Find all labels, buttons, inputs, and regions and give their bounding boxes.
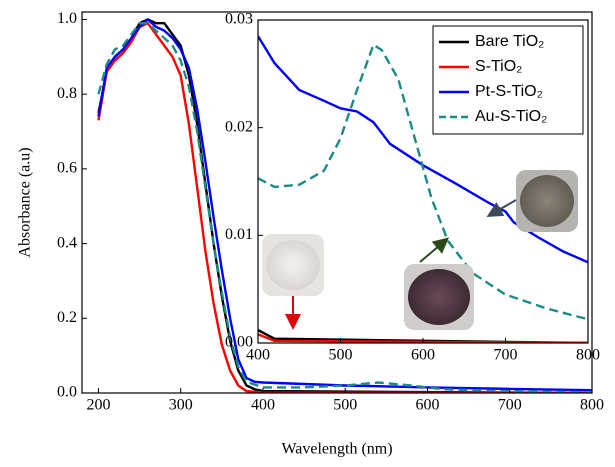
photo: [266, 240, 320, 290]
x-tick-label: 500: [333, 397, 357, 414]
arrow: [419, 237, 450, 263]
series-line: [258, 42, 588, 321]
photo: [520, 175, 574, 227]
y-tick-label: 0.4: [57, 234, 77, 251]
legend-box: [432, 25, 584, 135]
series-line: [97, 17, 592, 392]
legend-label: Au-S-TiO₂: [475, 108, 547, 125]
series-line: [97, 22, 592, 393]
y-tick-label: 0.02: [225, 118, 253, 135]
x-axis-label: Wavelength (nm): [281, 441, 392, 458]
series-line: [258, 333, 588, 343]
x-tick-label: 600: [411, 347, 435, 364]
series-line: [97, 21, 592, 393]
legend-label: Bare TiO₂: [475, 33, 544, 50]
x-tick-label: 500: [329, 347, 353, 364]
legend-label: Pt-S-TiO₂: [475, 83, 543, 100]
y-tick-label: 0.2: [57, 309, 77, 326]
x-tick-label: 800: [576, 347, 600, 364]
x-tick-label: 700: [494, 347, 518, 364]
x-tick-label: 300: [169, 397, 193, 414]
y-tick-label: 1.0: [57, 10, 77, 27]
x-tick-label: 600: [415, 397, 439, 414]
y-tick-label: 0.8: [57, 85, 77, 102]
y-tick-label: 0.00: [225, 334, 253, 351]
plot-frame: [81, 11, 593, 394]
y-axis-label: Absorbance (a.u): [17, 147, 34, 257]
x-tick-label: 200: [86, 397, 110, 414]
legend-label: S-TiO₂: [475, 58, 522, 75]
y-tick-label: 0.01: [225, 226, 253, 243]
arrow: [486, 199, 517, 217]
photo: [408, 269, 470, 325]
y-tick-label: 0.6: [57, 160, 77, 177]
x-tick-label: 700: [498, 397, 522, 414]
y-tick-label: 0.0: [57, 384, 77, 401]
x-tick-label: 400: [251, 397, 275, 414]
y-tick-label: 0.03: [225, 11, 253, 28]
x-tick-label: 400: [246, 347, 270, 364]
x-tick-label: 800: [580, 397, 604, 414]
